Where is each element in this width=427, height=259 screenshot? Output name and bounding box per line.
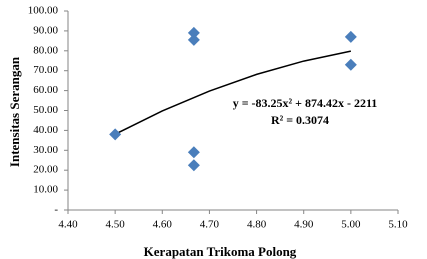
- scatter-point: [109, 128, 122, 141]
- y-tick-label: 90.00: [33, 24, 58, 36]
- scatter-point: [344, 30, 357, 43]
- x-tick-label: 5.10: [388, 219, 408, 231]
- y-tick-label: 50.00: [33, 104, 58, 116]
- x-tick-label: 4.50: [106, 219, 126, 231]
- x-tick-label: 4.70: [200, 219, 220, 231]
- y-tick-label: 30.00: [33, 144, 58, 156]
- y-tick-label: 20.00: [33, 164, 58, 176]
- x-tick-label: 4.60: [153, 219, 173, 231]
- y-tick-label: -: [54, 204, 58, 216]
- y-tick-label: 70.00: [33, 64, 58, 76]
- y-tick-label: 10.00: [33, 184, 58, 196]
- y-tick-label: 80.00: [33, 44, 58, 56]
- x-tick-label: 4.40: [58, 219, 78, 231]
- x-tick-label: 4.80: [247, 219, 267, 231]
- y-tick-label: 60.00: [33, 84, 58, 96]
- x-axis-title: Kerapatan Trikoma Polong: [144, 244, 297, 259]
- y-tick-label: 40.00: [33, 124, 58, 136]
- x-tick-label: 5.00: [341, 219, 361, 231]
- trendline: [114, 50, 352, 135]
- scatter-point: [187, 33, 200, 46]
- trend-equation: y = -83.25x² + 874.42x - 2211: [233, 96, 378, 110]
- scatter-point: [344, 58, 357, 71]
- r-squared: R² = 0.3074: [271, 113, 329, 127]
- x-tick-label: 4.90: [294, 219, 314, 231]
- scatter-point: [187, 159, 200, 172]
- y-tick-label: 100.00: [28, 5, 59, 17]
- scatter-point: [187, 146, 200, 159]
- y-axis-title: Intensitas Serangan: [7, 56, 22, 167]
- scatter-point: [187, 26, 200, 39]
